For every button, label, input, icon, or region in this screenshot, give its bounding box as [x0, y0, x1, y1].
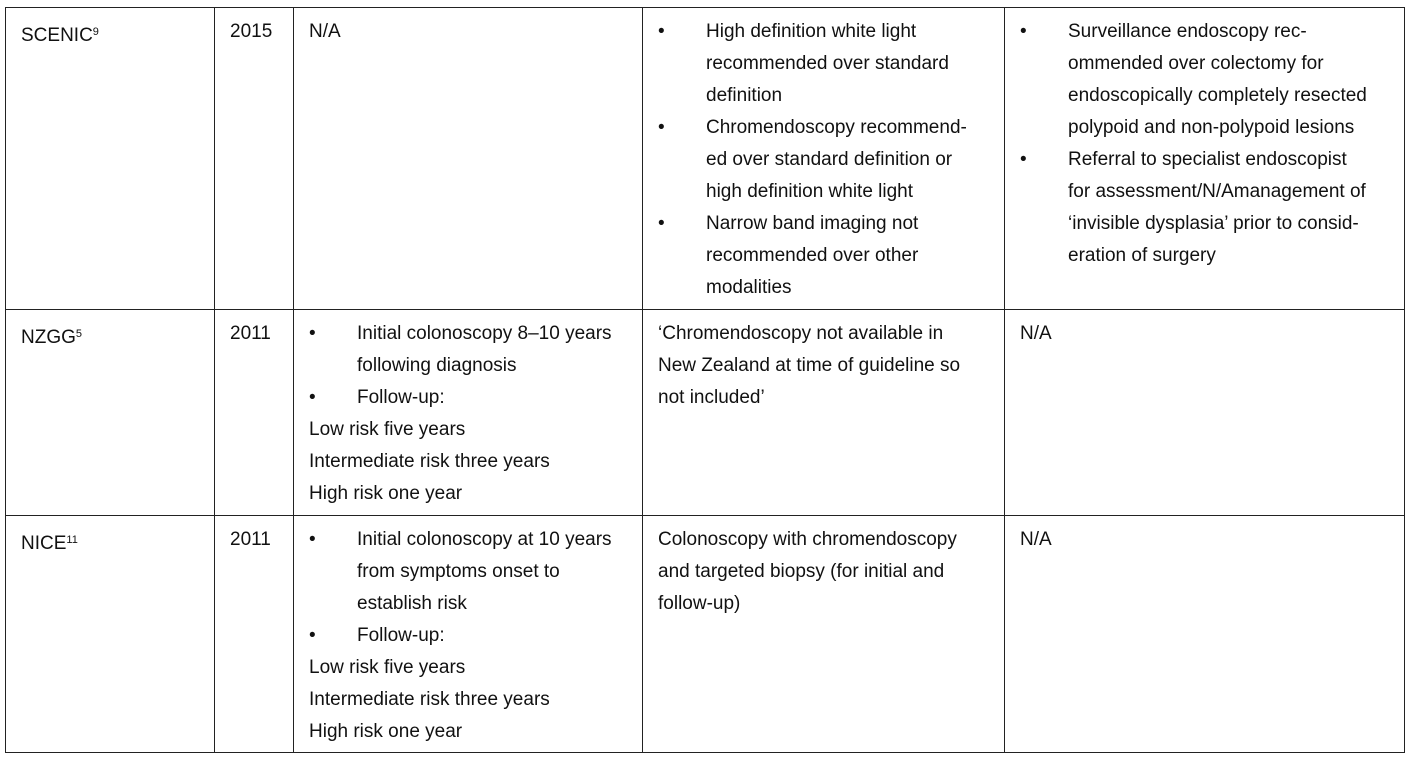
table-row: NICE11 2011 • Initial colonoscopy at 10 yea… [5, 515, 1405, 753]
bullet-item: • Narrow band imaging not recommended over… [658, 208, 1004, 304]
text-block: Low risk five years Intermediate risk thr… [309, 652, 642, 748]
year: 2011 [230, 529, 271, 550]
text-block: N/A [1020, 524, 1404, 556]
table-row: NZGG5 2011 • Initial colonoscopy 8–10 years… [5, 309, 1405, 516]
text-line: New Zealand at time of guideline so [658, 355, 961, 376]
guideline-cell: NICE11 [5, 515, 215, 753]
bullet-icon: • [1020, 21, 1027, 42]
management-cell: • Surveillance endoscopy rec-ommended ove… [1004, 7, 1405, 310]
text-line: polypoid and non-polypoid lesions [1068, 117, 1355, 138]
text-line: Initial colonoscopy 8–10 years [357, 323, 612, 344]
text-line: ‘invisible dysplasia’ prior to consid- [1068, 213, 1359, 234]
text-line: Low risk five years [309, 419, 466, 440]
text-block: Low risk five years Intermediate risk thr… [309, 414, 642, 510]
guideline-cell: NZGG5 [5, 309, 215, 516]
text-line: Intermediate risk three years [309, 451, 550, 472]
bullet-item: • Follow-up: [309, 620, 642, 652]
text-line: definition [706, 85, 783, 106]
text-line: Low risk five years [309, 657, 466, 678]
text-line: from symptoms onset to [357, 561, 560, 582]
text-line: establish risk [357, 593, 467, 614]
text-line: Referral to specialist endoscopist [1068, 149, 1347, 170]
year: 2011 [230, 323, 271, 344]
table-row: SCENIC9 2015 N/A • High definition white lig… [5, 7, 1405, 310]
surveillance-cell: N/A [293, 7, 643, 310]
text-line: for assessment/N/Amanagement of [1068, 181, 1366, 202]
bullet-icon: • [309, 625, 316, 646]
text-line: N/A [309, 21, 341, 42]
management-cell: N/A [1004, 515, 1405, 753]
bullet-icon: • [309, 529, 316, 550]
technique-cell: • High definition white light recommended … [642, 7, 1005, 310]
text-line: Narrow band imaging not [706, 213, 919, 234]
guideline-cell: SCENIC9 [5, 7, 215, 310]
text-line: follow-up) [658, 593, 741, 614]
management-cell: N/A [1004, 309, 1405, 516]
reference-number: 5 [75, 328, 83, 340]
text-block: N/A [1020, 318, 1404, 350]
year-cell: 2015 [214, 7, 294, 310]
text-line: Initial colonoscopy at 10 years [357, 529, 612, 550]
text-line: N/A [1020, 323, 1052, 344]
guideline-name: NICE [21, 533, 67, 554]
text-line: High definition white light [706, 21, 917, 42]
bullet-icon: • [658, 213, 665, 234]
text-line: Intermediate risk three years [309, 689, 550, 710]
bullet-item: • Chromendoscopy recommend-ed over standa… [658, 112, 1004, 208]
text-line: ‘Chromendoscopy not available in [658, 323, 944, 344]
text-line: Chromendoscopy recommend- [706, 117, 967, 138]
text-line: high definition white light [706, 181, 914, 202]
reference-number: 11 [66, 534, 78, 546]
bullet-icon: • [658, 21, 665, 42]
text-line: recommended over standard [706, 53, 949, 74]
bullet-item: • Follow-up: [309, 382, 642, 414]
bullet-item: • Surveillance endoscopy rec-ommended ove… [1020, 16, 1404, 144]
text-line: and targeted biopsy (for initial and [658, 561, 945, 582]
text-line: ed over standard definition or [706, 149, 953, 170]
text-line: following diagnosis [357, 355, 517, 376]
bullet-item: • Initial colonoscopy at 10 years from sym… [309, 524, 642, 620]
bullet-item: • Referral to specialist endoscopist for a… [1020, 144, 1404, 272]
technique-cell: ‘Chromendoscopy not available in New Zeal… [642, 309, 1005, 516]
text-block: Colonoscopy with chromendoscopy and targe… [658, 524, 1004, 620]
guideline-name: NZGG [21, 327, 76, 348]
text-line: Follow-up: [357, 387, 445, 408]
text-line: modalities [706, 277, 792, 298]
text-line: not included’ [658, 387, 765, 408]
surveillance-cell: • Initial colonoscopy at 10 years from sym… [293, 515, 643, 753]
text-block: N/A [309, 16, 642, 48]
text-line: endoscopically completely resected [1068, 85, 1367, 106]
guideline-name: SCENIC [21, 25, 93, 46]
text-line: Surveillance endoscopy rec- [1068, 21, 1307, 42]
bullet-item: • High definition white light recommended … [658, 16, 1004, 112]
bullet-icon: • [309, 323, 316, 344]
text-line: High risk one year [309, 721, 463, 742]
text-line: Colonoscopy with chromendoscopy [658, 529, 957, 550]
year-cell: 2011 [214, 515, 294, 753]
text-line: eration of surgery [1068, 245, 1216, 266]
year: 2015 [230, 21, 273, 42]
text-line: Follow-up: [357, 625, 445, 646]
bullet-icon: • [309, 387, 316, 408]
text-block: ‘Chromendoscopy not available in New Zeal… [658, 318, 1004, 414]
year-cell: 2011 [214, 309, 294, 516]
surveillance-cell: • Initial colonoscopy 8–10 years following… [293, 309, 643, 516]
bullet-item: • Initial colonoscopy 8–10 years following… [309, 318, 642, 382]
text-line: ommended over colectomy for [1068, 53, 1324, 74]
text-line: recommended over other [706, 245, 919, 266]
guidelines-table: SCENIC9 2015 N/A • High definition white lig… [5, 7, 1405, 753]
technique-cell: Colonoscopy with chromendoscopy and targe… [642, 515, 1005, 753]
reference-number: 9 [92, 26, 99, 38]
text-line: N/A [1020, 529, 1052, 550]
bullet-icon: • [658, 117, 665, 138]
bullet-icon: • [1020, 149, 1027, 170]
text-line: High risk one year [309, 483, 463, 504]
